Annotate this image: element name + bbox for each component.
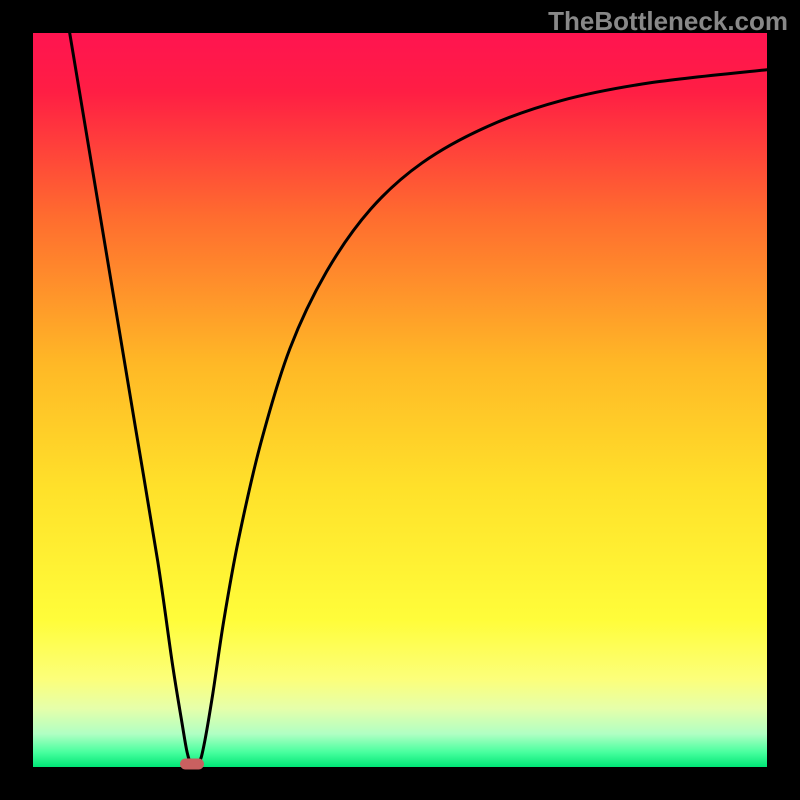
minimum-marker <box>180 759 204 770</box>
curve-line <box>33 33 767 767</box>
chart-container: TheBottleneck.com <box>0 0 800 800</box>
plot-area <box>33 33 767 767</box>
